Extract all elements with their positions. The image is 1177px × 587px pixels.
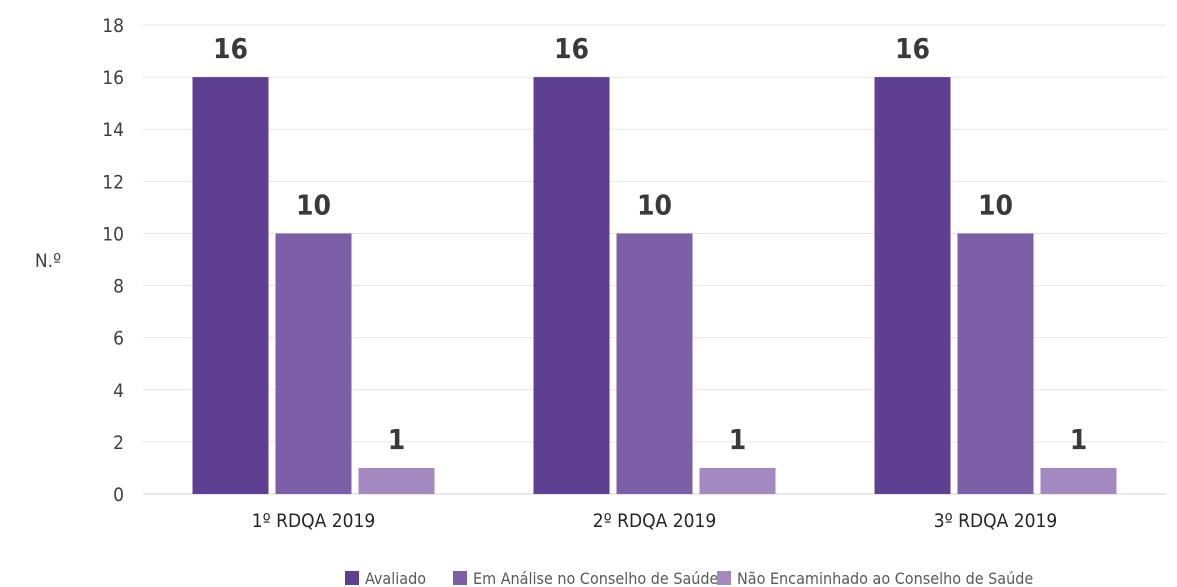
data-label: 10 [637, 188, 672, 221]
bar [533, 77, 610, 494]
legend-swatch [717, 571, 731, 585]
data-label: 16 [213, 32, 248, 65]
legend-label: Não Encaminhado ao Conselho de Saúde [737, 569, 1033, 587]
bars [192, 77, 1117, 494]
bar [1040, 467, 1117, 494]
y-tick-label: 0 [113, 484, 124, 506]
legend-label: Avaliado [365, 569, 426, 587]
data-label: 16 [895, 32, 930, 65]
bar [192, 77, 269, 494]
y-tick-label: 2 [113, 432, 124, 454]
y-tick-label: 10 [102, 223, 124, 245]
data-label: 1 [388, 423, 406, 456]
x-tick-label: 2º RDQA 2019 [593, 510, 716, 532]
bar [275, 233, 352, 494]
bar [358, 467, 435, 494]
legend: Avaliado Em Análise no Conselho de Saúde N… [345, 569, 1033, 587]
y-axis-title: N.º [35, 250, 61, 272]
bar [957, 233, 1034, 494]
data-label: 1 [1070, 423, 1088, 456]
bar [874, 77, 951, 494]
bar [699, 467, 776, 494]
x-axis: 1º RDQA 2019 2º RDQA 2019 3º RDQA 2019 [252, 510, 1057, 532]
y-tick-label: 12 [102, 171, 124, 193]
data-label: 1 [729, 423, 747, 456]
data-label: 10 [978, 188, 1013, 221]
y-tick-label: 6 [113, 328, 124, 350]
y-axis: 0 2 4 6 8 10 12 14 16 18 [102, 15, 124, 506]
bar [616, 233, 693, 494]
y-tick-label: 14 [102, 119, 124, 141]
legend-swatch [345, 571, 359, 585]
legend-label: Em Análise no Conselho de Saúde [473, 569, 719, 587]
data-labels: 16 10 1 16 10 1 16 10 1 [213, 32, 1087, 456]
data-label: 16 [554, 32, 589, 65]
y-tick-label: 4 [113, 380, 124, 402]
y-tick-label: 18 [102, 15, 124, 37]
x-tick-label: 1º RDQA 2019 [252, 510, 375, 532]
x-tick-label: 3º RDQA 2019 [934, 510, 1057, 532]
y-tick-label: 8 [113, 276, 124, 298]
data-label: 10 [296, 188, 331, 221]
legend-swatch [453, 571, 467, 585]
y-tick-label: 16 [102, 67, 124, 89]
